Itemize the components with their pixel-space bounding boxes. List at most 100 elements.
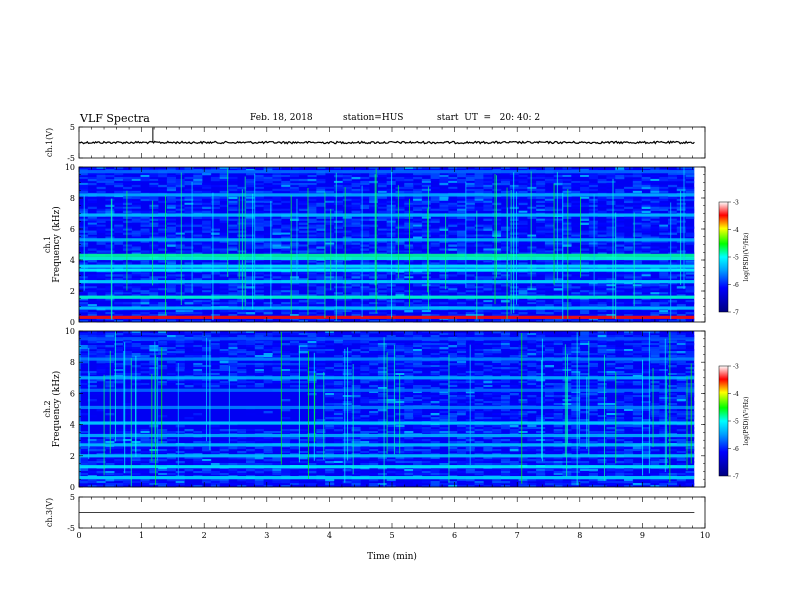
spectrogram-cell xyxy=(254,246,264,249)
spectrogram-cell xyxy=(307,284,317,287)
spectrogram-cell xyxy=(404,216,414,219)
spectrogram-cell xyxy=(360,371,370,374)
spectrogram-cell xyxy=(465,216,475,219)
spectrogram-cell xyxy=(369,218,379,221)
spectrogram-cell xyxy=(676,304,686,307)
spectrogram-cell xyxy=(500,335,511,338)
spectrogram-cell xyxy=(237,355,247,358)
spectrogram-cell xyxy=(518,176,528,180)
spectrogram-cell xyxy=(114,172,124,176)
spectrogram-cell xyxy=(448,363,458,366)
spectrogram-cell xyxy=(457,363,467,366)
spectrogram-cell xyxy=(316,202,326,206)
spectrogram-cell xyxy=(351,236,361,239)
spectrogram-cell xyxy=(457,345,467,348)
spectrogram-cell xyxy=(448,288,458,291)
spectrogram-cell xyxy=(580,282,590,285)
spectrogram-cell xyxy=(272,345,282,348)
spectrogram-cell xyxy=(158,178,168,182)
spectrogram-cell xyxy=(606,178,616,182)
spectrogram-cell xyxy=(474,228,484,231)
spectrogram-cell xyxy=(597,262,607,265)
spectrogram-cell xyxy=(685,240,695,243)
spectrogram-cell xyxy=(404,246,414,249)
spectrogram-cell xyxy=(87,373,97,376)
colorbar-tick-label: -5 xyxy=(733,255,739,262)
spectrogram-cell xyxy=(272,272,282,275)
spectrogram-cell xyxy=(527,363,537,366)
spectrogram-cell xyxy=(228,248,238,251)
spectrogram-cell xyxy=(114,176,124,180)
spectrogram-cell xyxy=(500,292,511,295)
spectrogram-cell xyxy=(166,331,176,334)
spectrogram-cell xyxy=(140,250,150,253)
spectrogram-cell xyxy=(580,365,590,368)
spectrogram-cell xyxy=(676,202,686,206)
spectrogram-cell xyxy=(96,242,106,245)
spectrogram-cell xyxy=(149,353,159,356)
spectrogram-cell xyxy=(448,369,458,372)
spectrogram-cell xyxy=(685,198,695,202)
spectrogram-cell xyxy=(316,186,326,190)
spectrogram-cell xyxy=(430,174,440,178)
spectrogram-cell xyxy=(210,248,220,251)
spectrogram-cell xyxy=(149,182,159,186)
spectrogram-cell xyxy=(105,232,115,235)
spectrogram-cell xyxy=(175,178,185,182)
spectrogram-cell xyxy=(87,196,97,200)
spectrogram-cell xyxy=(219,310,229,313)
spectrogram-cell xyxy=(527,210,537,214)
spectrogram-cell xyxy=(228,278,238,281)
spectrogram-cell xyxy=(272,310,282,313)
spectrogram-cell xyxy=(298,343,308,346)
spectrogram-cell xyxy=(166,210,176,214)
spectrogram-cell xyxy=(351,206,361,210)
spectrogram-cell xyxy=(325,274,335,277)
spectrogram-cell xyxy=(369,230,379,233)
spectrogram-cell xyxy=(114,274,124,277)
spectrogram-cell xyxy=(246,244,256,247)
spectrogram-cell xyxy=(131,320,141,323)
spectrogram-cell xyxy=(404,335,414,338)
spectrogram-cell xyxy=(632,276,642,279)
spectrogram-cell xyxy=(562,232,572,235)
spectrogram-cell xyxy=(527,250,537,253)
spectrogram-cell xyxy=(219,248,229,251)
spectrogram-cell xyxy=(597,312,607,315)
spectrogram-cell xyxy=(166,286,176,289)
spectrogram-cell xyxy=(536,331,546,334)
spectrogram-cell xyxy=(650,373,660,376)
spectrogram-cell xyxy=(650,228,660,231)
spectrogram-cell xyxy=(193,345,203,348)
spectrogram-cell xyxy=(87,252,97,255)
spectrogram-cell xyxy=(659,286,669,289)
spectrogram-cell xyxy=(325,222,335,225)
spectrogram-cell xyxy=(149,294,159,297)
spectrogram-cell xyxy=(175,361,185,364)
spectrogram-cell xyxy=(430,379,440,382)
spectrogram-cell xyxy=(562,282,572,285)
spectrogram-cell xyxy=(448,298,458,301)
spectrogram-cell xyxy=(333,208,344,212)
spectrogram-cell xyxy=(193,228,203,231)
spectrogram-cell xyxy=(588,172,598,176)
spectrogram-cell xyxy=(96,298,106,301)
spectrogram-cell xyxy=(685,188,695,192)
spectrogram-cell xyxy=(298,208,308,212)
spectrogram-cell xyxy=(562,198,572,202)
spectrogram-cell xyxy=(492,347,502,350)
spectrogram-cell xyxy=(158,228,168,231)
spectrogram-cell xyxy=(166,230,176,233)
spectrogram-cell xyxy=(166,379,176,382)
spectrogram-cell xyxy=(562,242,572,245)
spectrogram-cell xyxy=(166,240,176,243)
spectrogram-cell xyxy=(87,218,97,221)
spectrogram-cell xyxy=(650,186,660,190)
spectrogram-cell xyxy=(131,331,141,334)
spectrogram-cell xyxy=(289,206,300,210)
spectrogram-cell xyxy=(624,274,634,277)
spectrogram-cell xyxy=(193,230,203,233)
spectrogram-cell xyxy=(483,288,493,291)
spectrogram-cell xyxy=(404,190,414,194)
spectrogram-cell xyxy=(79,302,89,305)
